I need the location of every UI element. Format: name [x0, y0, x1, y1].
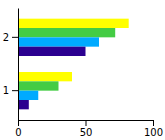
- x-axis: 0 50 100: [15, 120, 163, 138]
- tick-mark: [18, 120, 19, 126]
- plot-area: 05010012: [3, 9, 163, 139]
- bars: [18, 19, 129, 110]
- chart-container: 05010012: [0, 0, 165, 140]
- bar: [18, 47, 86, 56]
- bar-series: [18, 47, 86, 110]
- y-axis: 12: [3, 9, 19, 121]
- tick-label: 0: [15, 127, 21, 138]
- x-tick: 100: [144, 120, 163, 138]
- tick-label: 2: [3, 32, 9, 43]
- tick-label: 1: [3, 85, 9, 96]
- chart-svg: 05010012: [0, 0, 165, 140]
- x-tick: 0: [15, 120, 21, 138]
- x-tick: 50: [80, 120, 93, 138]
- tick-mark: [153, 120, 154, 126]
- bar-series: [18, 19, 129, 82]
- bar: [18, 100, 29, 109]
- tick-mark: [12, 90, 18, 91]
- tick-mark: [86, 120, 87, 126]
- y-tick: 1: [3, 85, 18, 96]
- bar-series: [18, 37, 99, 100]
- bar-series: [18, 28, 115, 91]
- tick-label: 100: [144, 127, 163, 138]
- axis-line: [18, 9, 19, 121]
- bar: [18, 81, 59, 90]
- bar: [18, 37, 99, 46]
- bar: [18, 91, 38, 100]
- bar: [18, 19, 129, 28]
- y-tick: 2: [3, 32, 18, 43]
- bar: [18, 28, 115, 37]
- tick-mark: [12, 37, 18, 38]
- tick-label: 50: [80, 127, 93, 138]
- bar: [18, 72, 72, 81]
